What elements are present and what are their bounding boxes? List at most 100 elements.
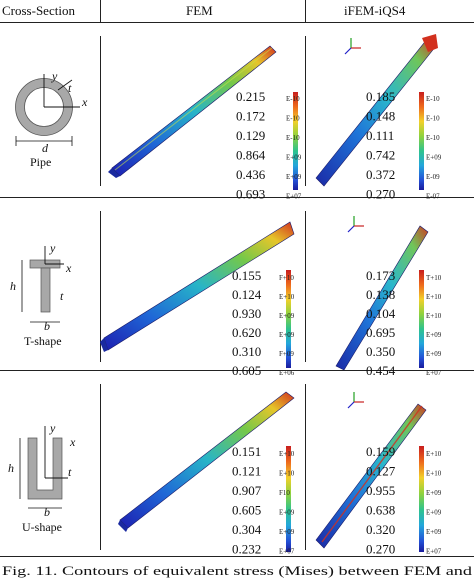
axis-triad-icon bbox=[344, 38, 361, 55]
fem-t-shape-colorbar bbox=[286, 270, 291, 368]
legend-exponent: E+09 bbox=[426, 489, 442, 497]
legend-value: 0.695 bbox=[366, 325, 395, 340]
pipe-dim-x: x bbox=[81, 95, 88, 109]
legend-value: 0.605 bbox=[232, 503, 261, 518]
u-shape-cross-section: y x t h b U-shape bbox=[8, 421, 76, 534]
legend-exponent: E-07 bbox=[426, 193, 440, 201]
legend-exponent: E+07 bbox=[279, 548, 295, 556]
legend-exponent: E+09 bbox=[426, 154, 442, 162]
legend-exponent: E+10 bbox=[426, 470, 442, 478]
legend-value: 0.232 bbox=[232, 542, 261, 557]
t-dim-b: b bbox=[44, 319, 50, 333]
legend-value: 0.270 bbox=[366, 187, 395, 202]
legend-value: 0.270 bbox=[366, 542, 395, 557]
legend-value: 0.638 bbox=[366, 503, 395, 518]
legend-exponent: E+07 bbox=[426, 548, 442, 556]
legend-exponent: E-10 bbox=[426, 95, 440, 103]
legend-value: 0.930 bbox=[232, 306, 261, 321]
legend-value: 0.693 bbox=[236, 187, 265, 202]
u-dim-h: h bbox=[8, 461, 14, 475]
legend-value: 0.436 bbox=[236, 167, 266, 182]
u-dim-t: t bbox=[68, 465, 72, 479]
legend-value: 0.304 bbox=[232, 522, 262, 537]
legend-exponent: E+10 bbox=[426, 312, 442, 320]
legend-value: 0.172 bbox=[236, 109, 265, 124]
legend-exponent: E+09 bbox=[426, 350, 442, 358]
legend-value: 0.215 bbox=[236, 89, 265, 104]
axis-triad-icon bbox=[347, 216, 364, 233]
t-dim-h: h bbox=[10, 279, 16, 293]
ifem-u-shape-contour bbox=[315, 403, 427, 549]
legend-exponent: E+10 bbox=[426, 450, 442, 458]
legend-value: 0.907 bbox=[232, 483, 262, 498]
legend-value: 0.454 bbox=[366, 363, 396, 378]
pipe-dim-t: t bbox=[68, 81, 72, 95]
ifem-pipe-contour bbox=[315, 34, 438, 187]
pipe-dim-d: d bbox=[42, 141, 49, 155]
figure-caption: Fig. 11. Contours of equivalent stress (… bbox=[2, 564, 473, 578]
pipe-cross-section: y t x d Pipe bbox=[15, 69, 88, 169]
legend-exponent: E+09 bbox=[279, 331, 295, 339]
pipe-dim-y: y bbox=[51, 69, 58, 83]
legend-exponent: F+10 bbox=[279, 274, 294, 282]
legend-value: 0.742 bbox=[366, 148, 395, 163]
legend-exponent: E+10 bbox=[279, 293, 295, 301]
legend-value: 0.955 bbox=[366, 483, 395, 498]
legend-exponent: E-10 bbox=[286, 134, 300, 142]
legend-exponent: E+09 bbox=[426, 331, 442, 339]
legend-exponent: F+09 bbox=[279, 350, 294, 358]
legend-exponent: E+07 bbox=[286, 193, 302, 201]
legend-value: 0.155 bbox=[232, 268, 261, 283]
legend-exponent: E+09 bbox=[426, 509, 442, 517]
ifem-pipe-colorbar bbox=[419, 92, 424, 190]
legend-value: 0.138 bbox=[366, 287, 395, 302]
legend-exponent: E-09 bbox=[426, 173, 440, 181]
t-shape-label: T-shape bbox=[24, 334, 62, 348]
legend-exponent: T+10 bbox=[426, 274, 442, 282]
fem-pipe-contour bbox=[108, 45, 277, 178]
legend-exponent: E+10 bbox=[426, 293, 442, 301]
legend-value: 0.127 bbox=[366, 464, 396, 479]
t-dim-x: x bbox=[65, 261, 72, 275]
fem-pipe-colorbar bbox=[293, 92, 298, 190]
ifem-t-shape-colorbar bbox=[419, 270, 424, 368]
legend-value: 0.185 bbox=[366, 89, 395, 104]
legend-exponent: E+09 bbox=[426, 528, 442, 536]
legend-value: 0.372 bbox=[366, 167, 395, 182]
pipe-label: Pipe bbox=[30, 155, 51, 169]
legend-value: 0.151 bbox=[232, 444, 261, 459]
legend-value: 0.310 bbox=[232, 344, 261, 359]
legend-exponent: E+09 bbox=[279, 509, 295, 517]
legend-exponent: E+06 bbox=[279, 369, 295, 377]
legend-exponent: E+09 bbox=[279, 312, 295, 320]
header-fem: FEM bbox=[186, 3, 213, 18]
axis-triad-icon bbox=[347, 392, 364, 409]
t-shape-cross-section: y x h t b T-shape bbox=[10, 241, 72, 348]
legend-value: 0.104 bbox=[366, 306, 396, 321]
legend-value: 0.320 bbox=[366, 522, 395, 537]
legend-value: 0.605 bbox=[232, 363, 261, 378]
legend-exponent: E-10 bbox=[426, 115, 440, 123]
t-dim-t: t bbox=[60, 289, 64, 303]
legend-exponent: E+09 bbox=[286, 154, 302, 162]
header-cross-section: Cross-Section bbox=[2, 3, 75, 18]
fem-u-shape-contour bbox=[118, 391, 295, 532]
legend-exponent: E+09 bbox=[279, 528, 295, 536]
legend-exponent: E-10 bbox=[286, 115, 300, 123]
legend-exponent: F10 bbox=[279, 489, 290, 497]
u-dim-b: b bbox=[44, 505, 50, 519]
legend-exponent: E+10 bbox=[279, 450, 295, 458]
legend-exponent: E-10 bbox=[286, 95, 300, 103]
t-dim-y: y bbox=[49, 241, 56, 255]
legend-value: 0.350 bbox=[366, 344, 395, 359]
legend-value: 0.124 bbox=[232, 287, 262, 302]
ifem-u-shape-colorbar bbox=[419, 446, 424, 552]
ifem-t-shape-contour bbox=[335, 225, 429, 371]
legend-value: 0.620 bbox=[232, 325, 261, 340]
legend-value: 0.173 bbox=[366, 268, 395, 283]
u-dim-y: y bbox=[49, 421, 56, 435]
legend-exponent: E+07 bbox=[426, 369, 442, 377]
legend-value: 0.159 bbox=[366, 444, 395, 459]
legend-value: 0.129 bbox=[236, 128, 265, 143]
